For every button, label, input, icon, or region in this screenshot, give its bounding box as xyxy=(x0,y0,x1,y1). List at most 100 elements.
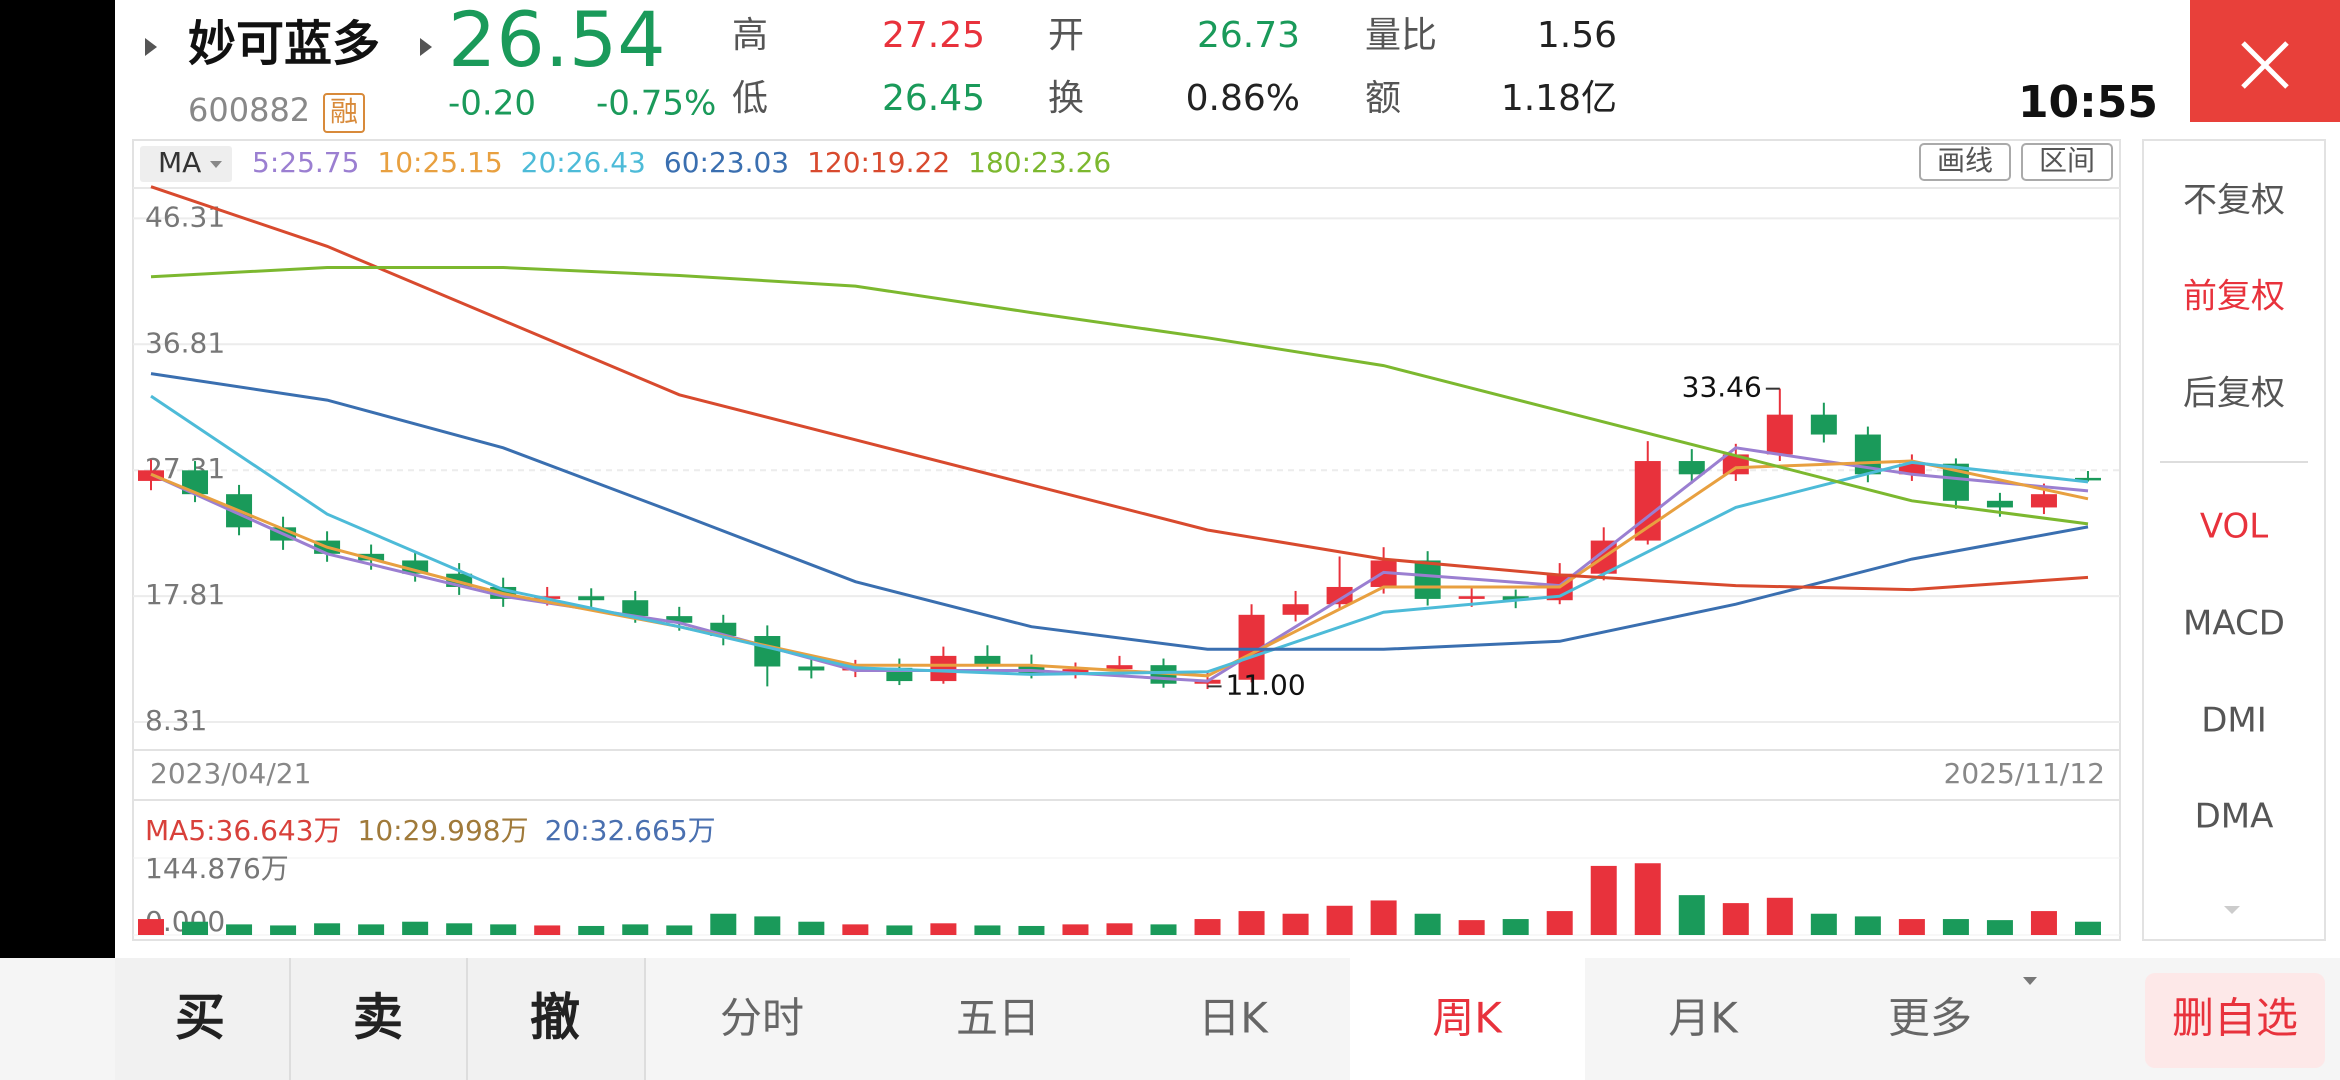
volume-bar xyxy=(1590,865,1617,935)
bottom-tab[interactable]: 五日 xyxy=(956,994,1040,1043)
badge: 融 xyxy=(330,95,358,128)
more-icon xyxy=(2224,906,2240,914)
value: 26.45 xyxy=(882,78,985,119)
ma-line xyxy=(150,185,2089,592)
high-annotation: 33.46 xyxy=(1682,371,1762,404)
candle-body xyxy=(1414,560,1441,599)
price: 26.54 xyxy=(448,0,666,84)
candle-body xyxy=(1766,414,1793,455)
volume-bar xyxy=(1810,913,1837,935)
ma-label: MA xyxy=(158,146,201,179)
candle-body xyxy=(578,596,605,601)
side-menu-item[interactable]: MACD xyxy=(2183,604,2285,644)
volume-bar xyxy=(1502,919,1529,935)
bottom-tab[interactable]: 日K xyxy=(1198,994,1269,1043)
volume-legend: MA5:36.643万 xyxy=(145,814,342,847)
chart-frame xyxy=(132,139,2121,941)
bottom-tab[interactable]: 买 xyxy=(175,989,225,1047)
volume-bar xyxy=(974,925,1001,935)
volume-bar xyxy=(1194,919,1221,935)
volume-bar xyxy=(1326,905,1353,935)
volume-bar xyxy=(754,916,781,935)
value: 27.25 xyxy=(882,15,985,56)
bottom-tab[interactable]: 撤 xyxy=(530,989,580,1047)
volume-bar xyxy=(1458,920,1485,935)
ma-button[interactable] xyxy=(140,146,232,182)
left-edge xyxy=(0,0,115,1080)
candle-body xyxy=(1282,604,1309,615)
bottom-tab[interactable]: 周K xyxy=(1432,994,1503,1043)
next-arrow[interactable] xyxy=(420,38,432,56)
side-menu-item[interactable]: 不复权 xyxy=(2183,181,2285,221)
label: 高 xyxy=(732,15,768,56)
candle-body xyxy=(1810,414,1837,435)
bottom-tab[interactable]: 分时 xyxy=(720,994,804,1043)
volume-bar xyxy=(490,924,517,935)
bottom-tab[interactable]: 删自选 xyxy=(2172,994,2298,1043)
close-icon xyxy=(2241,41,2289,89)
candle-body xyxy=(622,600,649,617)
volume-bar xyxy=(1678,895,1705,935)
change-pct: -0.75% xyxy=(596,84,716,124)
candle-body xyxy=(1678,461,1705,475)
bottom-tab[interactable]: 更多 xyxy=(1888,994,1972,1043)
candle-body xyxy=(1898,463,1925,475)
candle-body xyxy=(1326,586,1353,605)
volume-bar xyxy=(1062,924,1089,935)
volume-tick-label: 144.876万 xyxy=(145,852,289,885)
volume-bar xyxy=(1370,900,1397,935)
time: 10:55 xyxy=(2018,77,2158,128)
candle-body xyxy=(358,553,385,561)
volume-bar xyxy=(270,925,297,935)
side-menu-item[interactable]: VOL xyxy=(2200,507,2268,547)
candle-body xyxy=(1986,500,2013,508)
volume-bar xyxy=(1546,911,1573,935)
active-tab xyxy=(1350,958,1585,1080)
candle-body xyxy=(1062,669,1089,674)
dropdown-icon xyxy=(2023,977,2037,985)
tool-label: 画线 xyxy=(1937,144,1993,177)
legend-entry: 5:25.75 xyxy=(252,146,359,179)
ma-line xyxy=(150,372,2089,651)
candle-body xyxy=(1458,596,1485,599)
volume-bar xyxy=(534,925,561,935)
low-annotation: 11.00 xyxy=(1226,668,1306,701)
bottom-tab[interactable]: 月K xyxy=(1668,994,1739,1043)
volume-bar xyxy=(710,913,737,935)
volume-bar xyxy=(798,921,825,935)
side-menu-item[interactable]: DMI xyxy=(2201,701,2267,741)
stock-name: 妙可蓝多 xyxy=(188,16,380,72)
volume-bar xyxy=(1898,919,1925,935)
tool-button[interactable] xyxy=(1919,143,2011,181)
side-menu-item[interactable]: DMA xyxy=(2195,797,2274,837)
ma-line xyxy=(150,394,2089,676)
prev-arrow[interactable] xyxy=(145,38,157,56)
volume-bar xyxy=(1150,924,1177,935)
volume-bar xyxy=(578,925,605,935)
side-menu-item[interactable]: 前复权 xyxy=(2183,277,2285,317)
candle-body xyxy=(1722,454,1749,475)
volume-bar xyxy=(138,919,164,935)
volume-bar xyxy=(1766,897,1793,935)
remove-button[interactable] xyxy=(2145,973,2325,1068)
volume-bar xyxy=(1282,913,1309,935)
side-menu-item[interactable]: 后复权 xyxy=(2183,374,2285,414)
volume-bar xyxy=(1854,916,1881,935)
ma-line xyxy=(150,459,2089,678)
candle-body xyxy=(798,666,825,671)
legend-entry: 60:23.03 xyxy=(664,146,789,179)
volume-bar xyxy=(226,924,253,935)
candle-body xyxy=(930,655,957,682)
label: 换 xyxy=(1048,78,1084,119)
candle-body xyxy=(974,655,1001,666)
legend-entry: 10:25.15 xyxy=(377,146,502,179)
volume-bar xyxy=(1986,920,2013,935)
legend-entry: 20:26.43 xyxy=(521,146,646,179)
volume-bar xyxy=(358,924,385,935)
bottom-tab[interactable]: 卖 xyxy=(353,989,403,1047)
close-button[interactable] xyxy=(2190,0,2340,122)
tool-button[interactable] xyxy=(2021,143,2113,181)
volume-bar xyxy=(1722,903,1749,935)
candle-body xyxy=(666,616,693,623)
